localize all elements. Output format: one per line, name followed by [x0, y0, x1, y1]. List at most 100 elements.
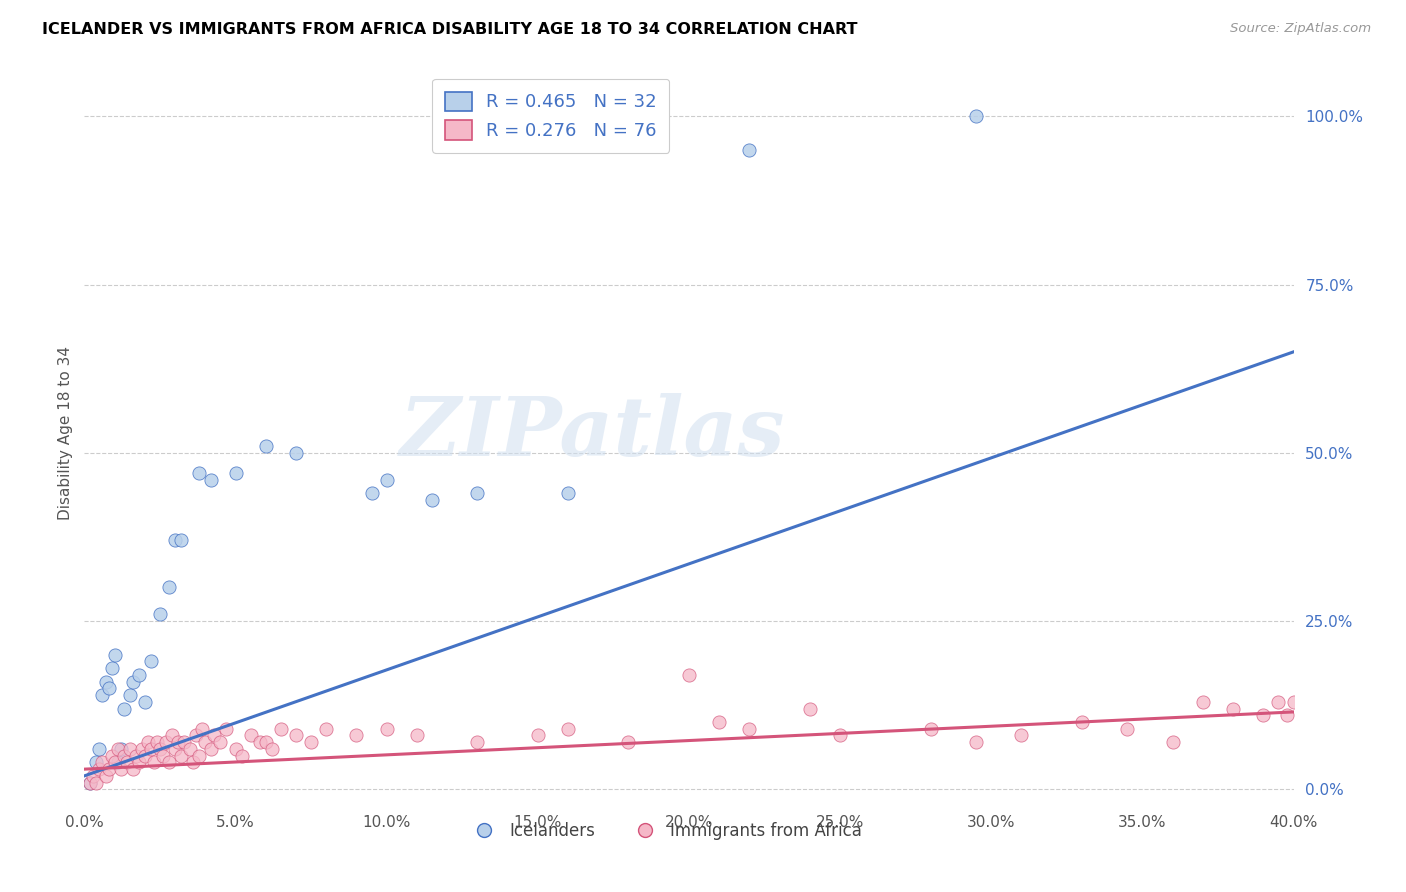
Point	[315, 722, 337, 736]
Point	[97, 681, 120, 696]
Point	[1116, 722, 1139, 736]
Point	[110, 762, 132, 776]
Point	[181, 756, 204, 770]
Point	[104, 648, 127, 662]
Point	[360, 486, 382, 500]
Point	[134, 695, 156, 709]
Point	[1222, 701, 1244, 715]
Point	[100, 661, 122, 675]
Point	[94, 674, 117, 689]
Point	[136, 735, 159, 749]
Point	[170, 533, 193, 548]
Legend: Icelanders, Immigrants from Africa: Icelanders, Immigrants from Africa	[461, 815, 869, 847]
Point	[115, 756, 138, 770]
Point	[1161, 735, 1184, 749]
Point	[149, 742, 172, 756]
Point	[170, 748, 193, 763]
Point	[557, 486, 579, 500]
Point	[1192, 695, 1215, 709]
Point	[112, 748, 135, 763]
Point	[121, 762, 143, 776]
Point	[131, 742, 153, 756]
Point	[89, 742, 111, 756]
Point	[112, 701, 135, 715]
Text: Source: ZipAtlas.com: Source: ZipAtlas.com	[1230, 22, 1371, 36]
Point	[738, 143, 761, 157]
Point	[82, 769, 104, 783]
Point	[254, 439, 277, 453]
Point	[86, 756, 108, 770]
Point	[110, 742, 132, 756]
Point	[1282, 695, 1305, 709]
Point	[188, 748, 211, 763]
Point	[118, 742, 141, 756]
Point	[830, 729, 852, 743]
Point	[91, 688, 114, 702]
Point	[215, 722, 238, 736]
Point	[254, 735, 277, 749]
Point	[125, 748, 148, 763]
Point	[799, 701, 821, 715]
Point	[160, 729, 183, 743]
Point	[107, 756, 129, 770]
Text: ZIPatlas: ZIPatlas	[399, 392, 785, 473]
Point	[139, 655, 162, 669]
Point	[149, 607, 172, 622]
Point	[94, 769, 117, 783]
Point	[146, 735, 169, 749]
Point	[200, 473, 222, 487]
Point	[200, 742, 222, 756]
Point	[155, 735, 177, 749]
Point	[139, 742, 162, 756]
Point	[104, 756, 127, 770]
Point	[97, 762, 120, 776]
Point	[89, 762, 111, 776]
Point	[121, 674, 143, 689]
Point	[375, 722, 398, 736]
Point	[406, 729, 429, 743]
Point	[152, 748, 174, 763]
Point	[1267, 695, 1289, 709]
Point	[467, 486, 489, 500]
Point	[1277, 708, 1299, 723]
Point	[128, 668, 150, 682]
Text: ICELANDER VS IMMIGRANTS FROM AFRICA DISABILITY AGE 18 TO 34 CORRELATION CHART: ICELANDER VS IMMIGRANTS FROM AFRICA DISA…	[42, 22, 858, 37]
Point	[157, 581, 180, 595]
Point	[617, 735, 640, 749]
Point	[678, 668, 700, 682]
Point	[191, 722, 214, 736]
Point	[194, 735, 217, 749]
Point	[285, 729, 308, 743]
Point	[260, 742, 283, 756]
Point	[346, 729, 368, 743]
Point	[738, 722, 761, 736]
Point	[299, 735, 322, 749]
Point	[270, 722, 292, 736]
Point	[128, 756, 150, 770]
Point	[557, 722, 579, 736]
Point	[100, 748, 122, 763]
Point	[107, 742, 129, 756]
Point	[225, 742, 247, 756]
Point	[173, 735, 195, 749]
Point	[118, 688, 141, 702]
Point	[165, 742, 187, 756]
Point	[420, 492, 443, 507]
Point	[167, 735, 190, 749]
Point	[1071, 714, 1094, 729]
Point	[186, 729, 208, 743]
Point	[179, 742, 201, 756]
Point	[231, 748, 253, 763]
Point	[209, 735, 232, 749]
Point	[375, 473, 398, 487]
Point	[142, 756, 165, 770]
Point	[91, 756, 114, 770]
Point	[188, 466, 211, 480]
Point	[79, 775, 101, 789]
Point	[202, 729, 225, 743]
Point	[157, 756, 180, 770]
Point	[1253, 708, 1275, 723]
Point	[225, 466, 247, 480]
Point	[239, 729, 262, 743]
Point	[285, 446, 308, 460]
